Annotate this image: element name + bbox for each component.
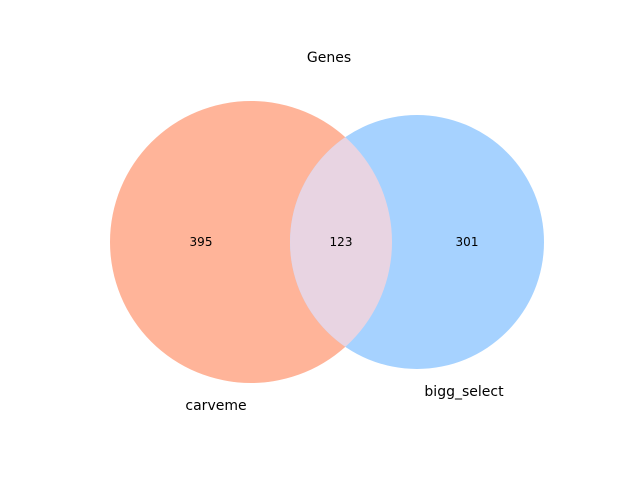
intersection-region: [290, 115, 392, 369]
only-b-count: 301: [456, 235, 479, 249]
set-b-label: bigg_select: [424, 384, 504, 400]
diagram-title: Genes: [307, 50, 351, 66]
only-a-count: 395: [190, 235, 213, 249]
intersection-count: 123: [330, 235, 353, 249]
set-a-label: carveme: [185, 398, 246, 414]
